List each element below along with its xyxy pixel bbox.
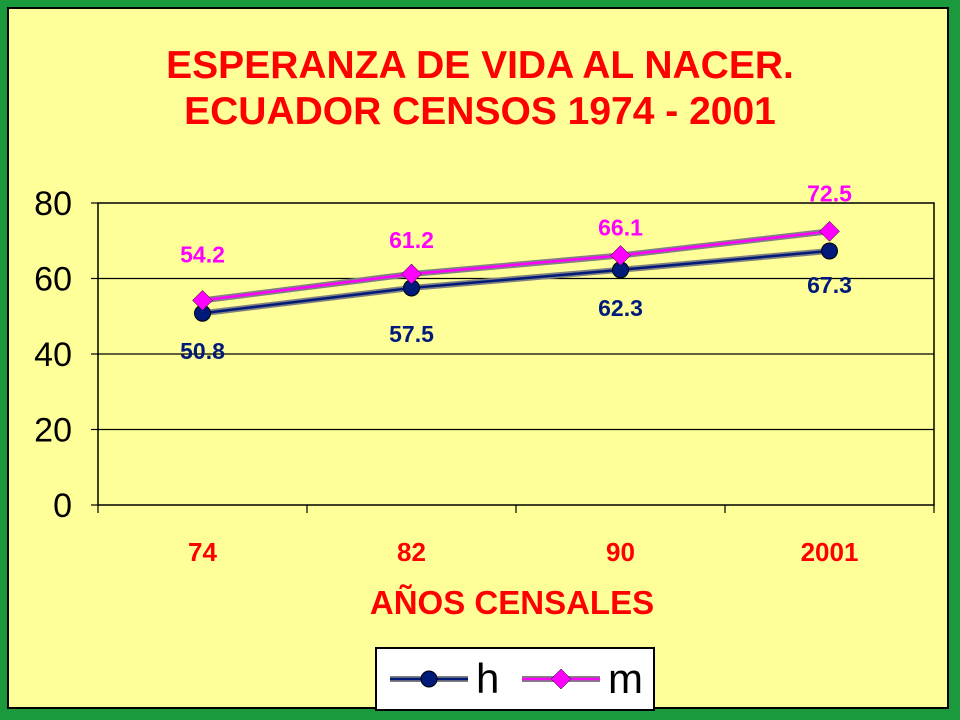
m-series-marker (192, 290, 213, 311)
m-data-label: 72.5 (807, 180, 852, 206)
y-tick-label: 40 (34, 336, 72, 374)
y-tick-label: 60 (34, 261, 72, 299)
m-series-marker (401, 263, 422, 285)
y-tick-label: 0 (53, 487, 72, 525)
m-series-marker (819, 220, 840, 242)
m-series-line (202, 230, 830, 302)
legend-label: m (608, 655, 643, 702)
legend-label: h (476, 655, 499, 702)
h-series-line (202, 249, 830, 315)
m-data-label: 54.2 (180, 241, 225, 267)
m-series-marker (550, 668, 572, 690)
x-axis-title: AÑOS CENSALES (370, 584, 654, 621)
chart-title-line-2: ECUADOR CENSOS 1974 - 2001 (184, 90, 776, 133)
m-data-label: 66.1 (598, 214, 643, 240)
h-series-marker (821, 242, 838, 260)
y-tick-label: 20 (34, 412, 72, 450)
x-tick-label: 82 (397, 537, 426, 567)
m-data-label: 61.2 (389, 227, 434, 253)
x-tick-label: 74 (188, 537, 217, 567)
h-data-label: 67.3 (807, 272, 852, 298)
h-data-label: 57.5 (389, 321, 434, 347)
x-tick-label: 90 (606, 537, 635, 567)
chart-title-line-1: ESPERANZA DE VIDA AL NACER. (166, 44, 794, 87)
x-tick-label: 2001 (801, 537, 859, 567)
h-data-label: 62.3 (598, 295, 643, 321)
h-series-marker (420, 670, 438, 688)
h-data-label: 50.8 (180, 338, 225, 364)
m-series-marker (610, 245, 631, 266)
y-tick-label: 80 (34, 185, 72, 223)
